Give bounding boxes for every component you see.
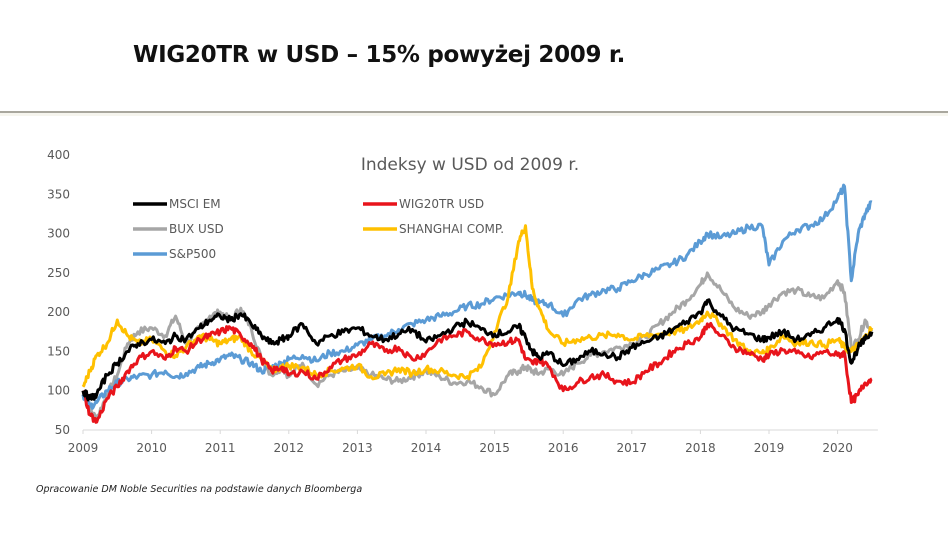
x-tick-label: 2010 [136, 441, 167, 455]
legend-item: MSCI EM [133, 197, 221, 211]
y-tick-label: 250 [47, 266, 70, 280]
series-line-bux-usd [81, 271, 874, 422]
series-line-s-p500 [81, 183, 873, 410]
legend-item: BUX USD [133, 222, 224, 236]
series-line-wig20tr-usd [81, 321, 873, 424]
y-tick-label: 400 [47, 148, 70, 162]
legend-item: WIG20TR USD [363, 197, 484, 211]
series-line-msci-em [81, 298, 874, 402]
x-tick-label: 2019 [754, 441, 785, 455]
x-tick-label: 2015 [479, 441, 510, 455]
title-divider [0, 111, 948, 113]
slide-title: WIG20TR w USD – 15% powyżej 2009 r. [133, 42, 626, 68]
legend-label: MSCI EM [169, 197, 221, 211]
y-tick-label: 150 [47, 344, 70, 358]
legend-label: S&P500 [169, 247, 216, 261]
chart-title: Indeksy w USD od 2009 r. [361, 155, 579, 175]
series-line-shanghai-comp [81, 224, 874, 388]
y-tick-label: 100 [47, 384, 70, 398]
x-tick-label: 2018 [685, 441, 716, 455]
legend-label: WIG20TR USD [399, 197, 484, 211]
legend-item: SHANGHAI COMP. [363, 222, 504, 236]
x-tick-label: 2017 [617, 441, 648, 455]
series-lines [81, 183, 874, 424]
y-tick-label: 50 [55, 423, 70, 437]
title-divider-shadow [0, 113, 948, 116]
source-footnote: Opracowanie DM Noble Securities na podst… [36, 484, 363, 495]
legend: MSCI EM BUX USD S&P500 WIG20TR USD SHANGHAI … [133, 197, 504, 261]
legend-label: BUX USD [169, 222, 224, 236]
y-axis: 50 100 150 200 250 300 350 400 [47, 148, 70, 437]
x-tick-label: 2014 [411, 441, 442, 455]
y-tick-label: 300 [47, 227, 70, 241]
x-tick-label: 2016 [548, 441, 579, 455]
y-tick-label: 200 [47, 305, 70, 319]
x-tick-label: 2020 [822, 441, 853, 455]
x-tick-label: 2011 [205, 441, 236, 455]
line-chart: Indeksy w USD od 2009 r. 50 100 150 200 250 3… [47, 148, 878, 455]
y-tick-label: 350 [47, 187, 70, 201]
x-tick-label: 2013 [342, 441, 373, 455]
legend-label: SHANGHAI COMP. [399, 222, 504, 236]
x-tick-label: 2012 [274, 441, 305, 455]
legend-item: S&P500 [133, 247, 216, 261]
x-tick-label: 2009 [68, 441, 99, 455]
x-axis: 2009 2010 2011 2012 2013 2014 2015 2016 2017 2018… [68, 429, 878, 455]
